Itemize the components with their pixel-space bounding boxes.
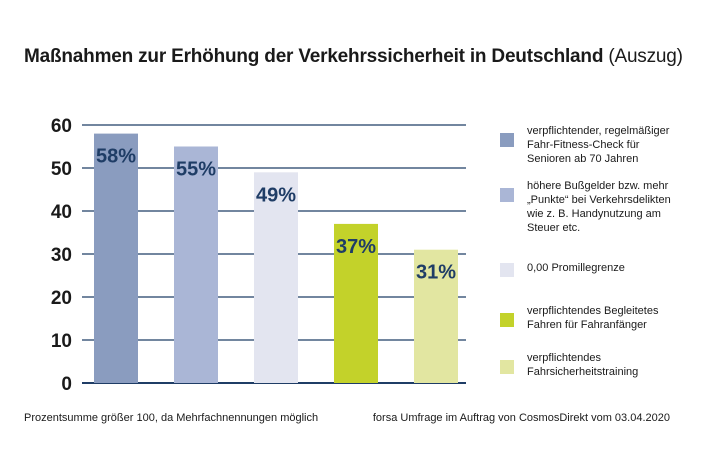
y-tick-label-10: 10 [51, 331, 72, 352]
legend-swatch [500, 188, 514, 202]
legend-label-line: 0,00 Promillegrenze [527, 262, 625, 274]
legend-label: höhere Bußgelder bzw. mehr „Punkte“ bei V… [527, 179, 699, 235]
legend-label-line: verpflichtender, regelmäßiger [527, 125, 670, 137]
legend-swatch [500, 263, 514, 277]
footnote-right: forsa Umfrage im Auftrag von CosmosDirek… [372, 412, 670, 424]
bar-label-1: 58% [96, 146, 136, 168]
y-tick-label-30: 30 [51, 245, 72, 266]
bar-labels: 58% 55% 49% 37% 31% [96, 146, 456, 284]
legend-label-line: „Punkte“ bei Verkehrsdelikten [527, 194, 671, 206]
footnote-left: Prozentsumme größer 100, da Mehrfachnenn… [24, 412, 319, 424]
legend-label: verpflichtendes Begleitetes Fahren für Fa… [527, 304, 699, 332]
legend-label-line: Fahren für Fahranfänger [527, 319, 647, 331]
y-tick-label-50: 50 [51, 159, 72, 180]
legend-label-line: Steuer etc. [527, 222, 581, 234]
legend-label: verpflichtendes Fahrsicherheitstraining [527, 351, 699, 379]
legend-label: 0,00 Promillegrenze [527, 261, 699, 275]
bar-3 [254, 172, 298, 383]
legend-label-line: verpflichtendes [527, 352, 601, 364]
bar-label-3: 49% [256, 184, 296, 206]
legend-swatch [500, 313, 514, 327]
bar-label-5: 31% [416, 262, 456, 284]
legend-label-line: verpflichtendes Begleitetes [527, 305, 659, 317]
legend-label-line: Senioren ab 70 Jahren [527, 153, 639, 165]
chart-title: Maßnahmen zur Erhöhung der Verkehrssiche… [24, 46, 683, 68]
legend-label-line: Fahr-Fitness-Check für [527, 139, 640, 151]
y-tick-label-20: 20 [51, 288, 72, 309]
bar-label-2: 55% [176, 159, 216, 181]
legend-label-line: wie z. B. Handynutzung am [527, 208, 661, 220]
chart-title-sub: (Auszug) [608, 46, 683, 67]
bar-4 [334, 223, 378, 383]
y-tick-label-60: 60 [51, 116, 72, 137]
y-tick-labels: 0 10 20 30 40 50 60 [51, 116, 72, 395]
y-tick-label-0: 0 [61, 374, 72, 395]
legend-swatch [500, 133, 514, 147]
legend-label-line: höhere Bußgelder bzw. mehr [527, 180, 669, 192]
chart-title-main: Maßnahmen zur Erhöhung der Verkehrssiche… [24, 46, 604, 67]
bars [94, 133, 458, 383]
legend-label: verpflichtender, regelmäßiger Fahr-Fitnes… [527, 124, 699, 166]
legend-label-line: Fahrsicherheitstraining [527, 366, 639, 378]
bar-1 [94, 133, 138, 383]
bar-5 [414, 249, 458, 383]
legend-swatch [500, 360, 514, 374]
y-tick-label-40: 40 [51, 202, 72, 223]
bar-2 [174, 146, 218, 383]
bar-label-4: 37% [336, 236, 376, 258]
